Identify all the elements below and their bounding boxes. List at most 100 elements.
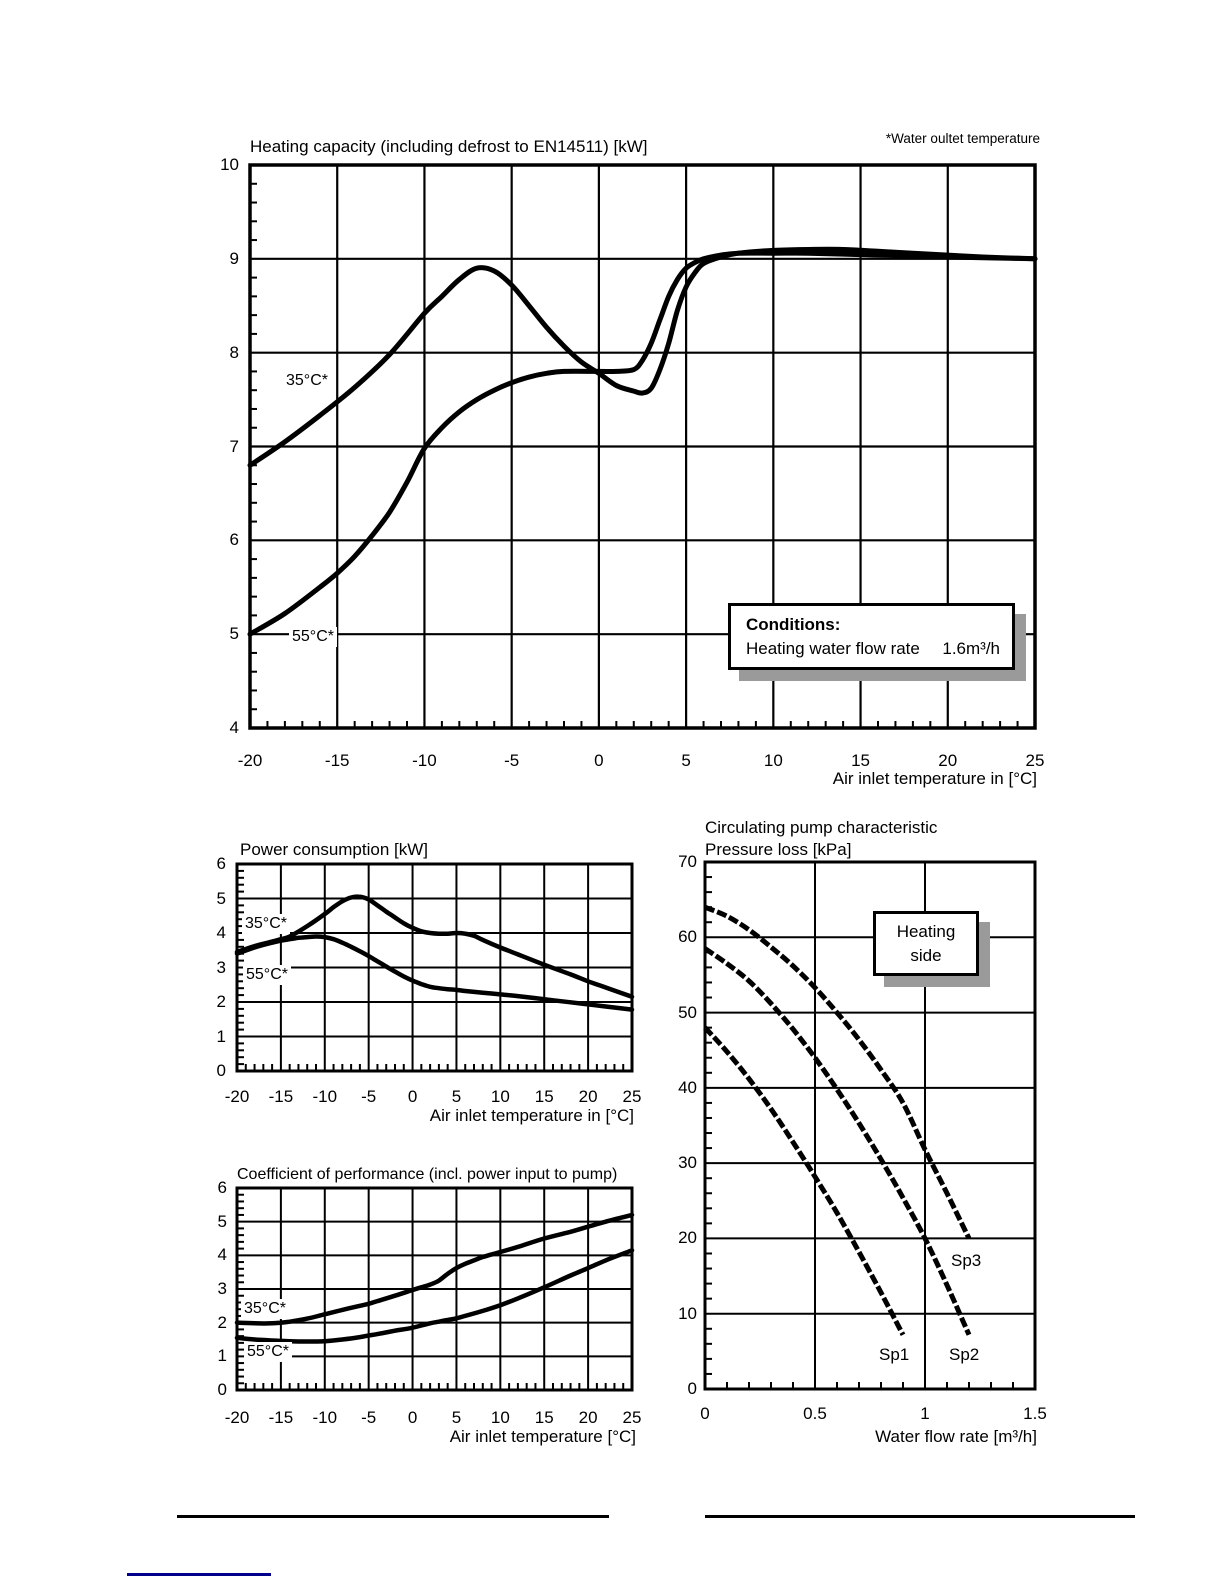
pressure-loss-axis-title: Pressure loss [kPa] (705, 840, 852, 859)
coefficient-of-performance-y-tick: 0 (217, 1380, 227, 1399)
power-consumption-x-tick: 5 (451, 1087, 462, 1106)
heating-side-box: Heating side (873, 911, 979, 976)
coefficient-of-performance-x-tick: 0 (407, 1408, 418, 1427)
coefficient-of-performance-x-tick: -20 (224, 1408, 250, 1427)
heating-capacity-x-tick: 10 (763, 751, 783, 770)
power-consumption-x-tick: -5 (361, 1087, 377, 1106)
conditions-heading: Conditions: (746, 615, 841, 634)
water-outlet-footnote: *Water oultet temperature (885, 131, 1040, 146)
pump-speed-2-curve (703, 946, 972, 1336)
heating-capacity-x-tick: 25 (1025, 751, 1045, 770)
55C-water-outlet-curve (234, 1248, 635, 1344)
footer-blue-line (127, 1573, 271, 1576)
heating-capacity-35c-label: 35°C* (283, 371, 331, 391)
heating-capacity-y-tick: 9 (229, 248, 239, 268)
power-consumption-x-tick: 15 (534, 1087, 554, 1106)
cop-title: Coefficient of performance (incl. power … (237, 1166, 618, 1183)
heating-side-line2: side (910, 946, 942, 965)
coefficient-of-performance-y-tick: 2 (217, 1312, 227, 1332)
coefficient-of-performance-y-tick: 3 (217, 1279, 227, 1298)
power-consumption-x-tick: -10 (312, 1087, 338, 1106)
power-consumption-y-tick: 2 (216, 992, 226, 1011)
pump-speed-3-label: Sp3 (948, 1251, 985, 1271)
power-consumption-y-tick: 6 (216, 854, 226, 873)
heating-capacity-x-tick: -10 (412, 751, 437, 770)
heating-capacity-x-tick: -5 (504, 751, 520, 770)
heating-capacity-x-tick: 0 (594, 751, 604, 770)
cop-35c-label: 35°C* (241, 1299, 289, 1319)
cop-x-axis-label: Air inlet temperature [°C] (449, 1427, 636, 1446)
power-consumption-y-tick: 5 (216, 888, 226, 908)
coefficient-of-performance-x-tick: -5 (361, 1408, 377, 1427)
pressure-loss-y-tick: 50 (678, 1002, 697, 1022)
power-consumption-x-tick: 0 (407, 1087, 418, 1106)
heating-capacity-y-tick: 5 (229, 624, 239, 644)
power-consumption-x-tick: 20 (578, 1087, 598, 1106)
pump-speed-1-curve (703, 1025, 906, 1336)
pump-speed-1-label: Sp1 (876, 1345, 913, 1365)
conditions-box: Conditions: Heating water flow rate 1.6m… (728, 603, 1015, 670)
pressure-loss-chart (697, 854, 1043, 1402)
power-consumption-x-tick: -20 (224, 1087, 250, 1106)
pressure-loss-y-tick: 20 (678, 1228, 697, 1248)
heating-capacity-x-tick: -15 (324, 751, 350, 770)
coefficient-of-performance-x-tick: 10 (490, 1408, 510, 1427)
heating-capacity-y-tick: 7 (229, 436, 239, 456)
35C-water-outlet-curve (247, 246, 1038, 468)
power-consumption-chart (229, 856, 640, 1084)
pressure-loss-x-tick: 1 (920, 1404, 930, 1423)
heating-capacity-y-tick: 4 (229, 718, 239, 737)
pressure-loss-x-tick: 0 (700, 1404, 710, 1423)
power-consumption-x-tick: -15 (268, 1087, 294, 1106)
power-consumption-x-tick: 25 (622, 1087, 642, 1106)
coefficient-of-performance-y-tick: 5 (217, 1211, 227, 1231)
conditions-label: Heating water flow rate (746, 639, 920, 658)
pump-speed-3-curve (704, 904, 972, 1240)
pressure-loss-x-tick: 1.5 (1023, 1404, 1047, 1423)
coefficient-of-performance-y-tick: 1 (217, 1346, 227, 1366)
heating-capacity-title: Heating capacity (including defrost to E… (250, 137, 648, 156)
power-consumption-title: Power consumption [kW] (240, 840, 429, 859)
power-55c-label: 55°C* (243, 965, 291, 985)
coefficient-of-performance-x-tick: -10 (312, 1408, 338, 1427)
cop-55c-label: 55°C* (244, 1342, 292, 1362)
pressure-loss-x-tick: 0.5 (803, 1404, 827, 1423)
power-consumption-y-tick: 4 (216, 923, 226, 942)
heating-capacity-x-tick: 15 (851, 751, 870, 770)
heating-capacity-y-tick: 6 (229, 530, 239, 550)
heating-capacity-x-tick: 20 (938, 751, 958, 770)
cop-chart (229, 1180, 640, 1403)
coefficient-of-performance-canvas (234, 1186, 635, 1392)
power-consumption-y-tick: 0 (216, 1061, 226, 1080)
pressure-loss-y-tick: 10 (678, 1303, 697, 1323)
heating-capacity-55c-label: 55°C* (289, 627, 337, 647)
55C-water-outlet-curve (234, 934, 635, 1012)
pressure-loss-y-tick: 60 (678, 927, 697, 947)
conditions-value: 1.6m³/h (942, 639, 1000, 658)
heating-capacity-x-tick: 5 (681, 751, 691, 770)
power-consumption-x-tick: 10 (490, 1087, 510, 1106)
pump-speed-2-label: Sp2 (946, 1345, 983, 1365)
coefficient-of-performance-x-tick: 5 (451, 1408, 462, 1427)
power-35c-label: 35°C* (242, 914, 290, 934)
pressure-loss-canvas (703, 860, 1037, 1391)
power-consumption-canvas (234, 862, 635, 1073)
coefficient-of-performance-x-tick: 25 (622, 1408, 642, 1427)
coefficient-of-performance-y-tick: 4 (217, 1245, 227, 1265)
coefficient-of-performance-x-tick: -15 (268, 1408, 294, 1427)
coefficient-of-performance-x-tick: 15 (534, 1408, 554, 1427)
coefficient-of-performance-y-tick: 6 (217, 1178, 227, 1197)
heating-capacity-y-tick: 10 (220, 155, 239, 174)
power-consumption-y-tick: 3 (216, 957, 226, 977)
footer-rule-left (177, 1515, 609, 1518)
heating-capacity-y-tick: 8 (229, 342, 239, 362)
coefficient-of-performance-x-tick: 20 (578, 1408, 598, 1427)
power-consumption-y-tick: 1 (216, 1026, 226, 1046)
pressure-loss-y-tick: 70 (678, 852, 697, 871)
heating-side-line1: Heating (896, 922, 956, 941)
power-consumption-x-axis-label: Air inlet temperature in [°C] (429, 1106, 634, 1125)
pressure-loss-y-tick: 40 (678, 1077, 697, 1097)
35C-water-outlet-curve (234, 894, 635, 1000)
footer-rule-right (705, 1515, 1135, 1518)
